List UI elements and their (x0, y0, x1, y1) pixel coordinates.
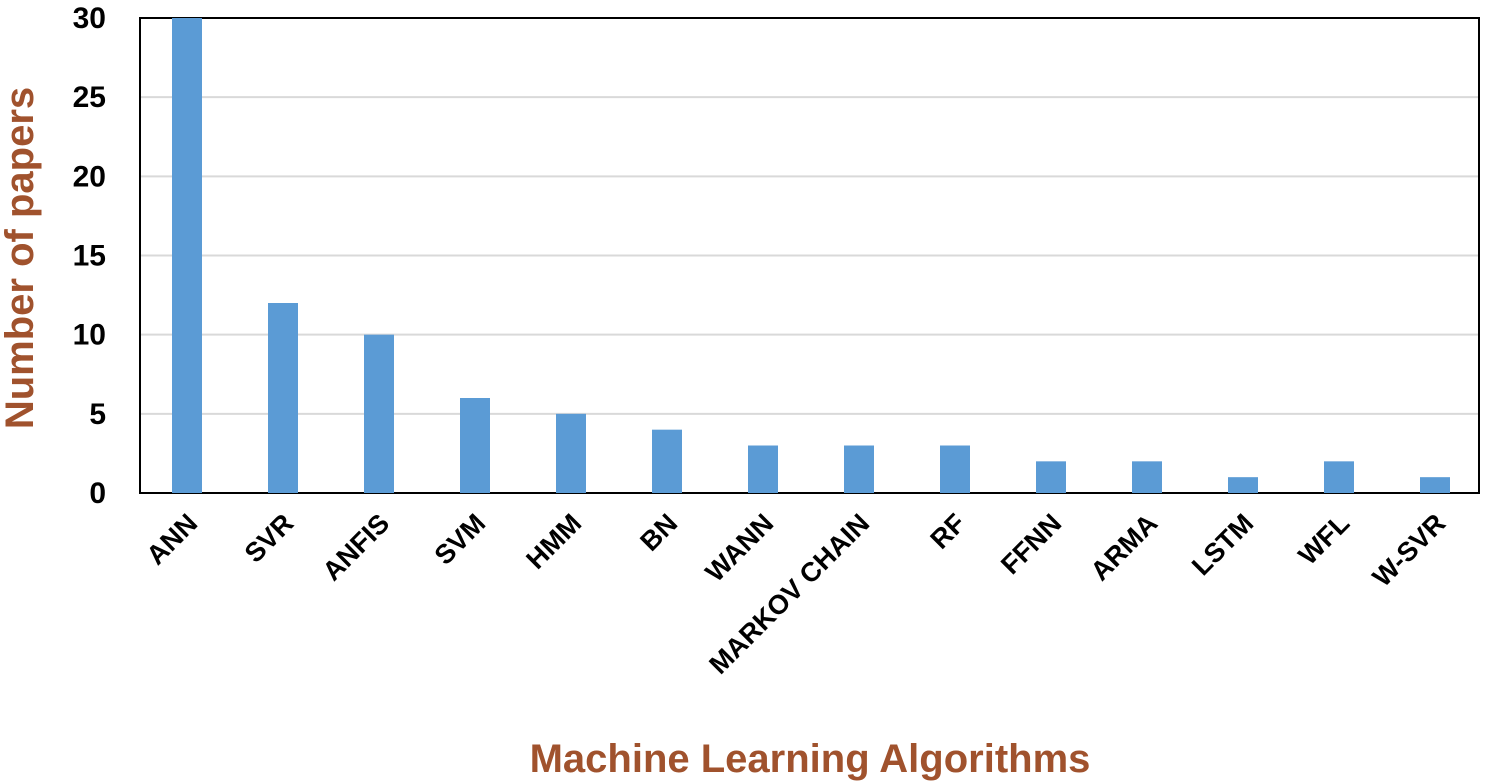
bar-hmm (556, 413, 586, 493)
y-axis-title: Number of papers (0, 87, 42, 429)
bars (172, 18, 1450, 493)
x-axis-title: Machine Learning Algorithms (530, 737, 1091, 781)
bar-anfis (364, 334, 394, 493)
grid-lines (140, 96, 1479, 415)
bar-lstm (1228, 477, 1258, 493)
plot-frame (139, 17, 1480, 494)
bar-ffnn (1036, 461, 1066, 493)
bar-arma (1132, 461, 1162, 493)
y-tick-label: 15 (73, 240, 106, 273)
y-tick-label: 5 (89, 398, 106, 431)
y-tick-label: 0 (89, 477, 106, 510)
x-tick-label: SVR (239, 508, 299, 568)
bar-wann (748, 445, 778, 493)
bar-wfl (1324, 461, 1354, 493)
x-tick-label: SVM (429, 508, 492, 571)
bar-markov-chain (844, 445, 874, 493)
y-tick-label: 25 (73, 81, 106, 114)
x-tick-label: WFL (1293, 508, 1356, 571)
x-tick-label: ANFIS (317, 508, 395, 586)
x-tick-label: MARKOV CHAIN (703, 508, 875, 680)
y-tick-labels: 0 5 10 15 20 25 30 (73, 2, 106, 510)
y-tick-label: 10 (73, 319, 106, 352)
y-tick-label: 30 (73, 2, 106, 35)
bar-rf (940, 445, 970, 493)
x-tick-label: WANN (700, 508, 780, 588)
x-tick-label: FFNN (995, 508, 1067, 580)
bar-svr (268, 303, 298, 493)
bar-svm (460, 398, 490, 493)
x-tick-label: RF (925, 508, 972, 555)
bar-ann (172, 18, 202, 493)
y-tick-label: 20 (73, 160, 106, 193)
x-tick-label: W-SVR (1367, 508, 1451, 592)
x-tick-label: ARMA (1085, 508, 1163, 586)
x-tick-label: BN (634, 508, 683, 557)
x-tick-label: LSTM (1186, 508, 1259, 581)
x-tick-label: ANN (141, 508, 204, 571)
x-tick-label: HMM (520, 508, 587, 575)
bar-bn (652, 429, 682, 493)
bar-w-svr (1420, 477, 1450, 493)
